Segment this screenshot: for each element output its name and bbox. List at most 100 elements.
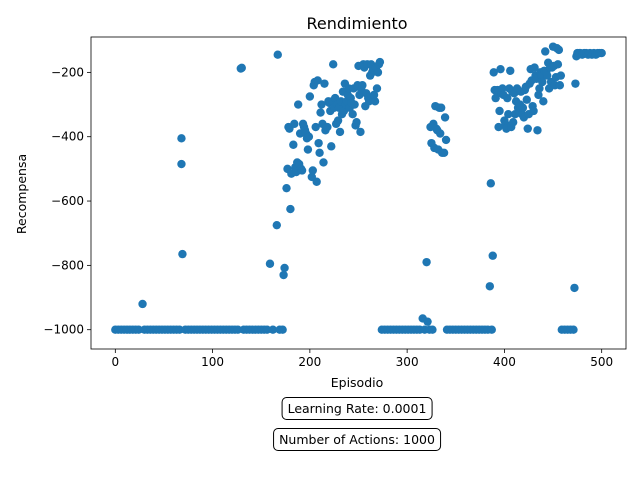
learning-rate-text: Learning Rate: 0.0001	[287, 401, 427, 416]
data-point	[308, 166, 317, 175]
data-point	[538, 77, 547, 87]
scatter-chart: Rendimiento 0 100 200 300 400 500 −1000 −800 −60…	[14, 14, 627, 390]
x-tick-label: 500	[590, 355, 613, 369]
data-point	[529, 106, 538, 116]
data-point	[436, 129, 445, 138]
y-axis-label: Recompensa	[14, 154, 29, 234]
y-tick-label: −400	[51, 130, 84, 144]
data-point	[315, 148, 324, 157]
data-point	[436, 103, 446, 112]
data-point	[286, 204, 295, 214]
data-point	[569, 325, 578, 334]
x-axis-label: Episodio	[331, 375, 384, 390]
data-point	[303, 145, 313, 154]
data-point	[498, 84, 507, 93]
data-point	[518, 103, 528, 112]
data-point	[356, 127, 365, 137]
x-tick-label: 400	[493, 355, 516, 369]
num-actions-box: Number of Actions: 1000	[273, 428, 441, 451]
axes: 0 100 200 300 400 500 −1000 −800 −600 −400 −200	[43, 36, 627, 369]
data-point	[352, 118, 361, 127]
data-point	[494, 122, 503, 132]
data-point	[571, 79, 580, 88]
data-point	[553, 60, 563, 69]
chart-title: Rendimiento	[306, 14, 407, 33]
data-point	[491, 93, 500, 103]
data-point	[279, 270, 288, 280]
data-point	[273, 50, 282, 59]
data-point	[508, 118, 518, 127]
data-point	[358, 81, 367, 90]
x-tick-label: 0	[111, 355, 119, 369]
data-point	[523, 124, 532, 133]
data-point	[333, 116, 343, 125]
data-point	[539, 97, 548, 106]
learning-rate-box: Learning Rate: 0.0001	[281, 397, 433, 420]
data-point	[178, 249, 187, 259]
y-tick-label: −200	[51, 65, 84, 79]
x-tick-label: 300	[396, 355, 419, 369]
data-point	[530, 63, 539, 72]
data-point	[290, 119, 299, 129]
data-point	[280, 263, 289, 273]
data-point	[348, 110, 357, 119]
data-point	[365, 97, 374, 106]
num-actions-text: Number of Actions: 1000	[279, 432, 435, 447]
data-point	[177, 134, 186, 143]
data-point	[543, 71, 552, 80]
data-point	[293, 100, 303, 109]
data-point	[175, 325, 184, 334]
plot-frame	[90, 36, 627, 350]
data-point	[486, 179, 495, 188]
data-point	[278, 325, 287, 334]
data-point	[317, 100, 326, 109]
data-point	[311, 122, 320, 132]
data-point	[370, 97, 380, 106]
data-point	[314, 138, 323, 148]
data-point	[441, 135, 451, 145]
data-point	[319, 158, 328, 167]
data-point	[570, 283, 579, 293]
data-point	[134, 325, 143, 334]
data-point	[237, 63, 246, 73]
data-point	[504, 110, 513, 119]
data-point	[316, 108, 325, 117]
data-point	[503, 93, 512, 103]
data-point	[556, 71, 566, 80]
data-point	[268, 325, 278, 334]
data-point	[320, 79, 329, 88]
data-point	[554, 45, 564, 55]
data-point	[313, 76, 322, 85]
data-point	[289, 140, 298, 149]
data-point	[369, 90, 379, 100]
data-point	[375, 57, 385, 67]
data-point	[282, 183, 291, 193]
data-point	[138, 299, 147, 309]
data-point	[440, 113, 450, 122]
data-point	[329, 60, 338, 69]
data-point	[233, 325, 243, 334]
data-point	[533, 126, 542, 135]
data-point	[506, 66, 515, 75]
data-point	[262, 325, 272, 334]
data-point	[265, 259, 275, 268]
data-point	[304, 132, 314, 141]
data-point	[597, 48, 606, 58]
data-point	[488, 251, 497, 260]
data-point	[305, 92, 315, 101]
x-tick-label: 200	[298, 355, 321, 369]
data-point	[335, 127, 345, 137]
data-point	[535, 84, 544, 93]
y-tick-label: −1000	[43, 323, 84, 337]
y-tick-label: −600	[51, 194, 84, 208]
data-point	[422, 257, 431, 267]
data-point	[534, 90, 543, 100]
data-point	[487, 325, 496, 334]
data-point	[312, 177, 321, 186]
y-tick-label: −800	[51, 258, 84, 272]
data-point	[350, 100, 359, 109]
data-point	[373, 68, 383, 77]
data-point	[272, 220, 281, 230]
data-point	[485, 282, 495, 291]
data-point	[489, 68, 498, 77]
